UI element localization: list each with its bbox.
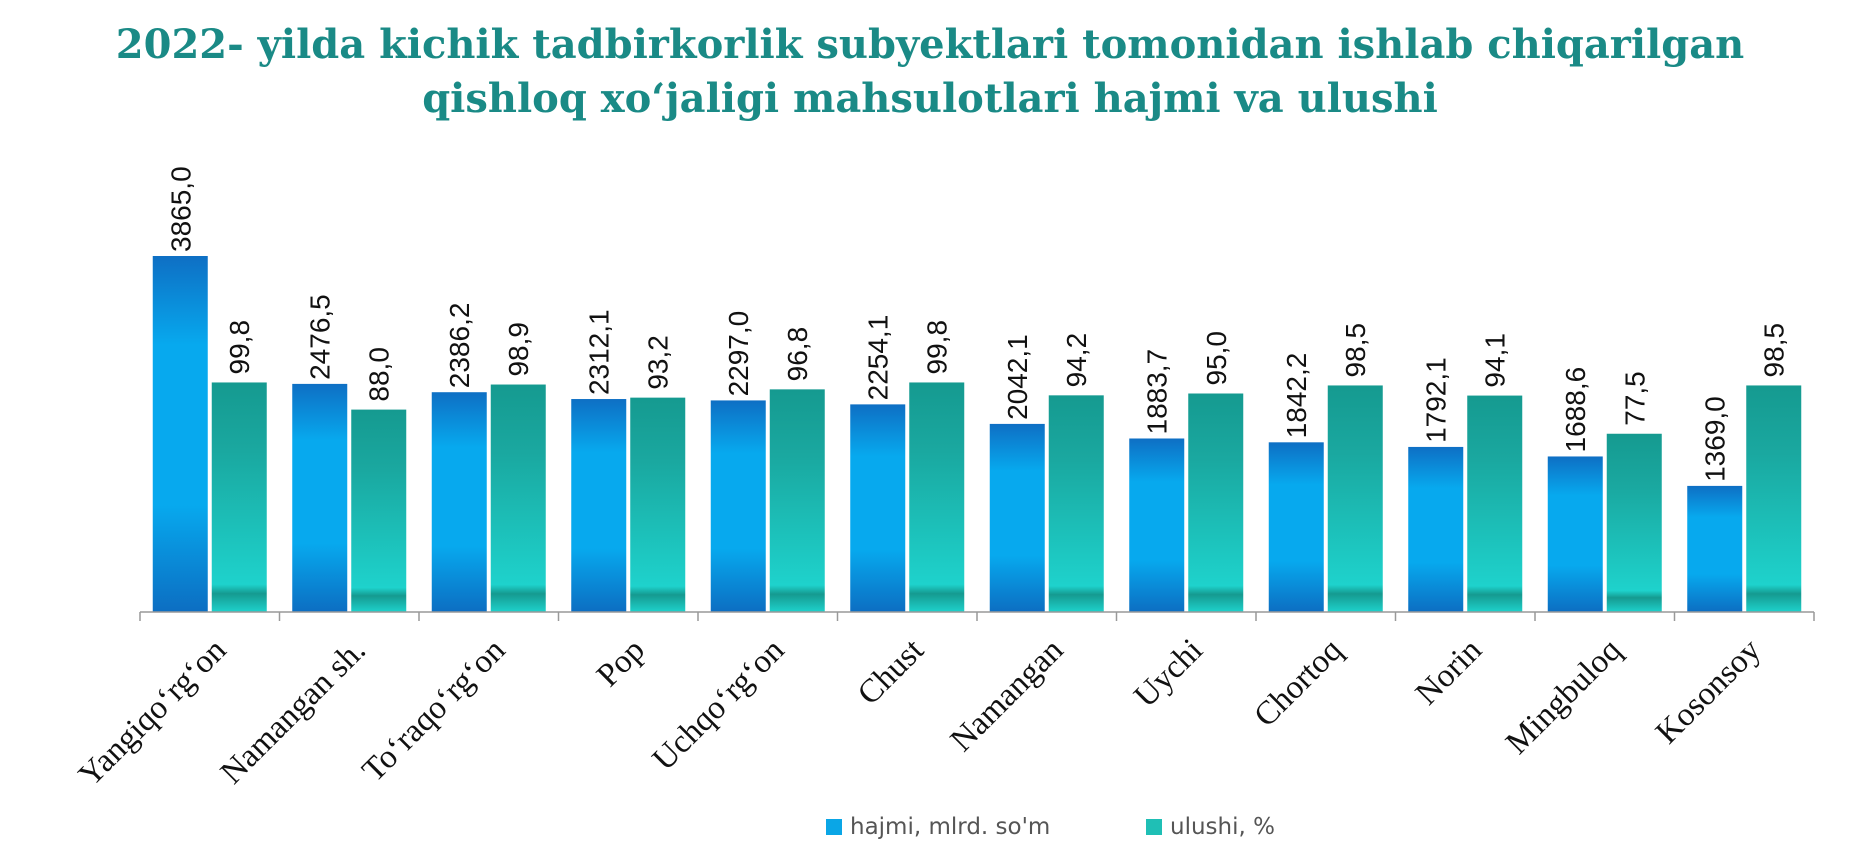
legend-label-ulushi: ulushi, % (1170, 814, 1275, 840)
value-label-hajmi-mingbuloq: 1688,6 (1560, 367, 1591, 453)
value-label-hajmi-to-raqo-rg-on: 2386,2 (444, 303, 475, 389)
category-label-mingbuloq: Mingbuloq (1499, 632, 1628, 761)
value-label-hajmi-namangan-sh: 2476,5 (305, 294, 336, 380)
bar-hajmi-to-raqo-rg-on (431, 392, 487, 612)
value-label-hajmi-namangan: 2042,1 (1002, 334, 1033, 420)
value-label-hajmi-norin: 1792,1 (1421, 357, 1452, 443)
bar-ulushi-namangan-sh (351, 409, 407, 612)
bar-ulushi-to-raqo-rg-on (490, 384, 546, 612)
value-label-hajmi-kosonsoy: 1369,0 (1700, 396, 1731, 482)
bar-hajmi-pop (571, 399, 627, 612)
bar-hajmi-yangiqo-rg-on (152, 256, 208, 612)
category-label-norin: Norin (1409, 632, 1489, 712)
legend-item-ulushi: ulushi, % (1146, 814, 1275, 840)
bar-hajmi-norin (1408, 446, 1464, 612)
category-label-chortoq: Chortoq (1247, 632, 1349, 734)
bar-ulushi-uychi (1188, 393, 1244, 612)
value-label-ulushi-namangan-sh: 88,0 (364, 347, 395, 402)
bar-ulushi-chortoq (1327, 385, 1383, 612)
bar-hajmi-uychi (1129, 438, 1185, 612)
bar-hajmi-chust (850, 404, 906, 612)
bar-hajmi-namangan (989, 423, 1045, 612)
value-label-ulushi-mingbuloq: 77,5 (1619, 371, 1650, 426)
value-label-ulushi-chust: 99,8 (922, 320, 953, 375)
bar-hajmi-uchqo-rg-on (710, 400, 766, 612)
category-label-to-raqo-rg-on: To‘raqo‘rg‘on (356, 632, 513, 789)
value-label-ulushi-uychi: 95,0 (1201, 331, 1232, 386)
bar-ulushi-kosonsoy (1746, 385, 1802, 612)
category-label-namangan-sh: Namangan sh. (214, 632, 373, 791)
value-label-ulushi-uchqo-rg-on: 96,8 (782, 327, 813, 382)
bar-ulushi-norin (1467, 395, 1523, 612)
category-label-kosonsoy: Kosonsoy (1649, 632, 1768, 751)
legend-swatch-ulushi (1146, 819, 1162, 835)
value-label-hajmi-pop: 2312,1 (584, 309, 615, 395)
category-label-uchqo-rg-on: Uchqo‘rg‘on (646, 632, 792, 778)
value-label-ulushi-yangiqo-rg-on: 99,8 (224, 320, 255, 375)
bar-ulushi-chust (909, 382, 965, 612)
category-label-namangan: Namangan (944, 632, 1071, 759)
bar-hajmi-namangan-sh (292, 383, 348, 612)
bar-hajmi-mingbuloq (1547, 456, 1603, 612)
value-label-ulushi-pop: 93,2 (643, 335, 674, 390)
bar-hajmi-chortoq (1268, 442, 1324, 612)
category-label-chust: Chust (851, 632, 931, 712)
bar-ulushi-yangiqo-rg-on (211, 382, 267, 612)
value-label-hajmi-yangiqo-rg-on: 3865,0 (165, 166, 196, 252)
value-label-ulushi-namangan: 94,2 (1061, 333, 1092, 388)
category-label-uychi: Uychi (1127, 632, 1209, 714)
bar-ulushi-pop (630, 397, 686, 612)
bar-ulushi-uchqo-rg-on (769, 389, 825, 612)
value-labels-group: 3865,0 99,8 2476,5 88,0 2386,2 98,9 2312,1 93,2… (165, 166, 1790, 482)
legend-label-hajmi: hajmi, mlrd. so'm (850, 814, 1051, 840)
chart-title-line-1: 2022- yilda kichik tadbirkorlik subyektl… (115, 21, 1745, 68)
bar-ulushi-namangan (1048, 395, 1104, 612)
x-axis (139, 611, 1815, 621)
value-label-ulushi-kosonsoy: 98,5 (1759, 323, 1790, 378)
category-label-pop: Pop (590, 632, 652, 694)
legend: hajmi, mlrd. so'm ulushi, % (0, 814, 1860, 850)
chart-title: 2022- yilda kichik tadbirkorlik subyektl… (0, 18, 1860, 126)
value-label-hajmi-chortoq: 1842,2 (1281, 353, 1312, 439)
value-label-ulushi-to-raqo-rg-on: 98,9 (503, 322, 534, 377)
legend-swatch-hajmi (826, 819, 842, 835)
value-label-hajmi-uchqo-rg-on: 2297,0 (723, 311, 754, 397)
category-label-yangiqo-rg-on: Yangiqo‘rg‘on (72, 632, 233, 793)
chart-title-line-2: qishloq xo‘jaligi mahsulotlari hajmi va … (422, 75, 1438, 122)
legend-item-hajmi: hajmi, mlrd. so'm (826, 814, 1050, 840)
bar-hajmi-kosonsoy (1687, 485, 1743, 612)
value-label-ulushi-chortoq: 98,5 (1340, 323, 1371, 378)
value-label-hajmi-uychi: 1883,7 (1142, 349, 1173, 435)
value-label-ulushi-norin: 94,1 (1480, 333, 1511, 388)
bars-group (152, 256, 1802, 612)
value-label-hajmi-chust: 2254,1 (863, 315, 894, 401)
bar-ulushi-mingbuloq (1606, 433, 1662, 612)
